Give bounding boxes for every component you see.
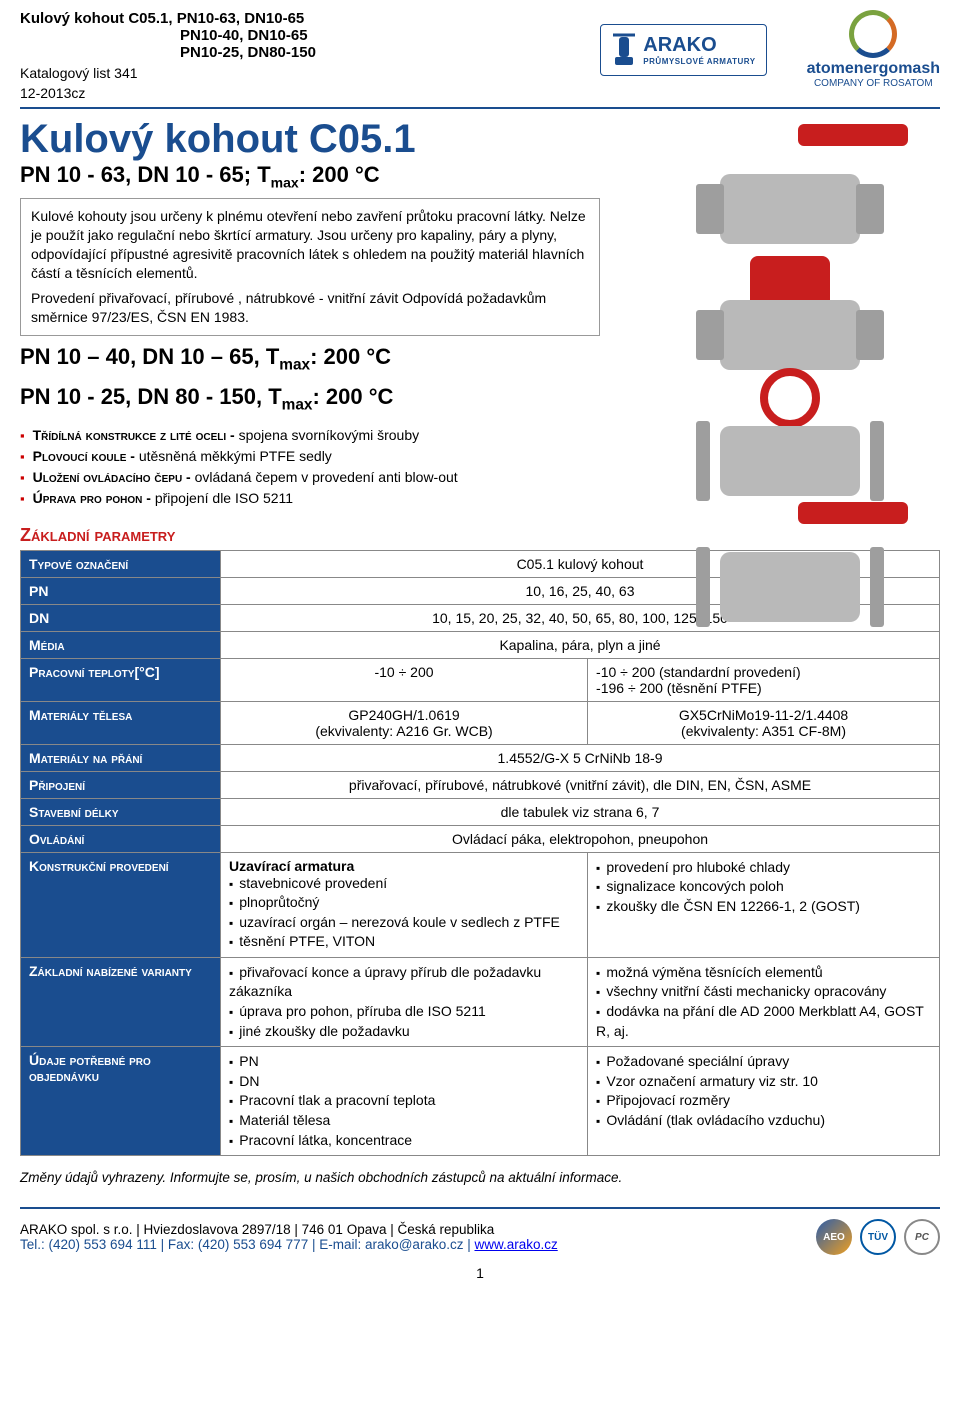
logo-area: ARAKO PRŮMYSLOVÉ ARMATURY atomenergomash… bbox=[600, 10, 940, 89]
parameters-table: Typové označení C05.1 kulový kohout PN 1… bbox=[20, 550, 940, 1157]
row-label-pn: PN bbox=[21, 577, 221, 604]
footer-contact: Tel.: (420) 553 694 111 | Fax: (420) 553… bbox=[20, 1237, 558, 1252]
valve-image-handle bbox=[685, 130, 895, 250]
row-constr-left: Uzavírací armatura stavebnicové proveden… bbox=[221, 852, 588, 957]
cert-badges: AEO TÜV PC bbox=[816, 1219, 940, 1255]
row-label-order: Údaje potřebné pro objednávku bbox=[21, 1047, 221, 1156]
row-label-len: Stavební délky bbox=[21, 798, 221, 825]
valve-illustrations bbox=[650, 130, 930, 634]
row-label-conn: Připojení bbox=[21, 771, 221, 798]
row-val-len: dle tabulek viz strana 6, 7 bbox=[221, 798, 940, 825]
bullet-item: dodávka na přání dle AD 2000 Merkblatt A… bbox=[596, 1002, 931, 1041]
bullet-item: provedení pro hluboké chlady bbox=[596, 858, 931, 878]
row-label-dn: DN bbox=[21, 604, 221, 631]
logo-arako-sub: PRŮMYSLOVÉ ARMATURY bbox=[643, 57, 755, 66]
row-order-left: PNDNPracovní tlak a pracovní teplotaMate… bbox=[221, 1047, 588, 1156]
bullet-item: PN bbox=[229, 1052, 579, 1072]
valve-image-handwheel bbox=[685, 382, 895, 502]
bullet-item: plnoprůtočný bbox=[229, 893, 579, 913]
atom-ring-icon bbox=[849, 10, 897, 58]
bullet-item: Připojovací rozměry bbox=[596, 1091, 931, 1111]
logo-arako-text: ARAKO bbox=[643, 34, 716, 56]
cert-aeo-icon: AEO bbox=[816, 1219, 852, 1255]
logo-atom-text: atomenergomash bbox=[807, 60, 940, 78]
row-label-ctrl: Ovládání bbox=[21, 825, 221, 852]
row-label-media: Média bbox=[21, 631, 221, 658]
bullet-item: DN bbox=[229, 1072, 579, 1092]
valve-image-actuator bbox=[685, 256, 895, 376]
row-matbody-left: GP240GH/1.0619(ekvivalenty: A216 Gr. WCB… bbox=[221, 701, 588, 744]
row-val-matopt: 1.4552/G-X 5 CrNiNb 18-9 bbox=[221, 744, 940, 771]
bullet-item: Vzor označení armatury viz str. 10 bbox=[596, 1072, 931, 1092]
bullet-item: signalizace koncových poloh bbox=[596, 877, 931, 897]
page-header: Kulový kohout C05.1, PN10-63, DN10-65 PN… bbox=[20, 10, 940, 109]
row-matbody-right: GX5CrNiMo19-11-2/1.4408(ekvivalenty: A35… bbox=[588, 701, 940, 744]
bullet-item: Materiál tělesa bbox=[229, 1111, 579, 1131]
logo-atom-sub: COMPANY OF ROSATOM bbox=[807, 78, 940, 89]
header-catalog: Katalogový list 341 bbox=[20, 65, 316, 81]
row-val-ctrl: Ovládací páka, elektropohon, pneupohon bbox=[221, 825, 940, 852]
row-var-right: možná výměna těsnících elementůvšechny v… bbox=[588, 957, 940, 1046]
bullet-item: uzavírací orgán – nerezová koule v sedle… bbox=[229, 913, 579, 933]
footnote: Změny údajů vyhrazeny. Informujte se, pr… bbox=[20, 1170, 940, 1185]
logo-arako: ARAKO PRŮMYSLOVÉ ARMATURY bbox=[600, 24, 766, 76]
cert-tuv-icon: TÜV bbox=[860, 1219, 896, 1255]
header-title-1: Kulový kohout C05.1, PN10-63, DN10-65 bbox=[20, 10, 316, 27]
cert-pc-icon: PC bbox=[904, 1219, 940, 1255]
row-label-type: Typové označení bbox=[21, 550, 221, 577]
intro-paragraph-1: Kulové kohouty jsou určeny k plnému otev… bbox=[31, 207, 589, 283]
intro-box: Kulové kohouty jsou určeny k plnému otev… bbox=[20, 198, 600, 335]
page-footer: ARAKO spol. s r.o. | Hviezdoslavova 2897… bbox=[20, 1207, 940, 1255]
row-temp-right: -10 ÷ 200 (standardní provedení) -196 ÷ … bbox=[588, 658, 940, 701]
row-label-var: Základní nabízené varianty bbox=[21, 957, 221, 1046]
bullet-item: Pracovní látka, koncentrace bbox=[229, 1131, 579, 1151]
page-number: 1 bbox=[20, 1265, 940, 1281]
row-val-media: Kapalina, pára, plyn a jiné bbox=[221, 631, 940, 658]
valve-icon bbox=[611, 31, 637, 69]
row-label-temp: Pracovní teploty[°C] bbox=[21, 658, 221, 701]
row-var-left: přivařovací konce a úpravy přírub dle po… bbox=[221, 957, 588, 1046]
footer-address: ARAKO spol. s r.o. | Hviezdoslavova 2897… bbox=[20, 1222, 558, 1237]
bullet-item: jiné zkoušky dle požadavku bbox=[229, 1022, 579, 1042]
row-constr-right: provedení pro hluboké chladysignalizace … bbox=[588, 852, 940, 957]
bullet-item: stavebnicové provedení bbox=[229, 874, 579, 894]
bullet-item: přivařovací konce a úpravy přírub dle po… bbox=[229, 963, 579, 1002]
header-title-2: PN10-40, DN10-65 bbox=[20, 27, 316, 44]
footer-web-link[interactable]: www.arako.cz bbox=[474, 1237, 557, 1252]
row-val-conn: přivařovací, přírubové, nátrubkové (vnit… bbox=[221, 771, 940, 798]
bullet-item: Pracovní tlak a pracovní teplota bbox=[229, 1091, 579, 1111]
bullet-item: těsnění PTFE, VITON bbox=[229, 932, 579, 952]
row-label-matbody: Materiály tělesa bbox=[21, 701, 221, 744]
intro-paragraph-2: Provedení přivařovací, přírubové , nátru… bbox=[31, 289, 589, 327]
header-revision: 12-2013cz bbox=[20, 85, 316, 101]
bullet-item: úprava pro pohon, příruba dle ISO 5211 bbox=[229, 1002, 579, 1022]
bullet-item: Ovládání (tlak ovládacího vzduchu) bbox=[596, 1111, 931, 1131]
header-title-3: PN10-25, DN80-150 bbox=[20, 44, 316, 61]
bullet-item: Požadované speciální úpravy bbox=[596, 1052, 931, 1072]
row-temp-left: -10 ÷ 200 bbox=[221, 658, 588, 701]
bullet-item: možná výměna těsnících elementů bbox=[596, 963, 931, 983]
logo-atomenergomash: atomenergomash COMPANY OF ROSATOM bbox=[807, 10, 940, 89]
row-label-matopt: Materiály na přání bbox=[21, 744, 221, 771]
valve-image-flanged-handle bbox=[685, 508, 895, 628]
row-order-right: Požadované speciální úpravyVzor označení… bbox=[588, 1047, 940, 1156]
bullet-item: všechny vnitřní části mechanicky opracov… bbox=[596, 982, 931, 1002]
row-label-constr: Konstrukční provedení bbox=[21, 852, 221, 957]
bullet-item: zkoušky dle ČSN EN 12266-1, 2 (GOST) bbox=[596, 897, 931, 917]
